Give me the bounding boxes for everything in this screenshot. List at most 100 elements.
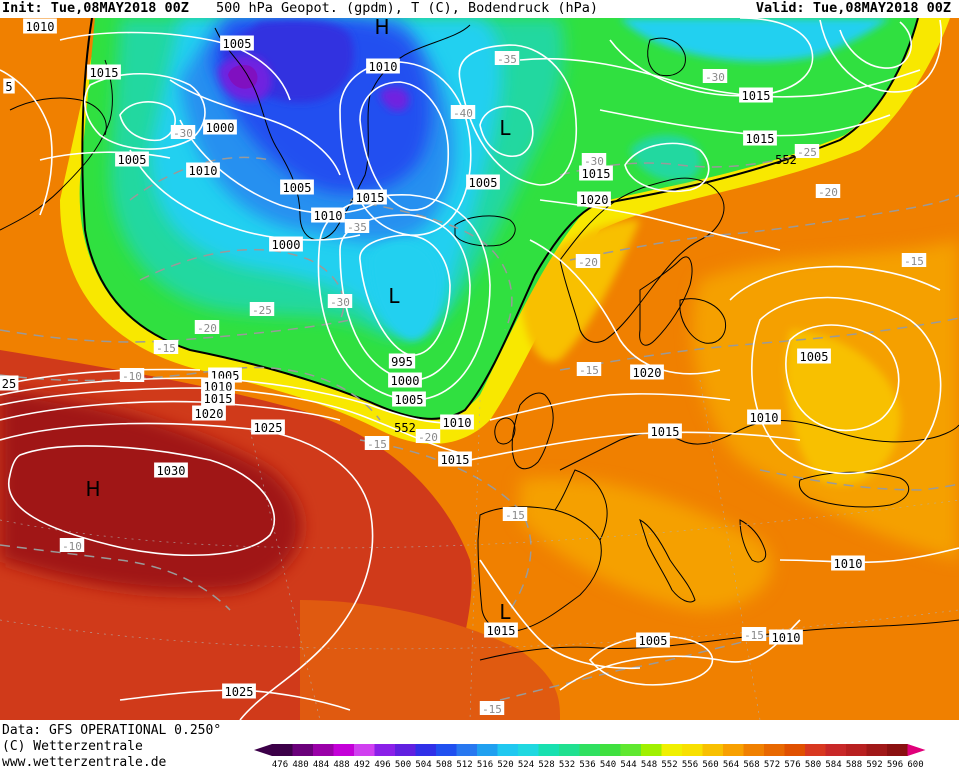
colorbar-cell-22	[723, 744, 744, 756]
map-label-t2: -30	[702, 69, 728, 84]
field-green-east-low	[630, 134, 702, 182]
isobar-east-top2	[819, 19, 942, 93]
map-label-text-t5: -25	[797, 146, 817, 159]
map-label-text-p26: 1015	[441, 453, 470, 467]
colorbar-label-536: 536	[579, 760, 595, 770]
colorbar-label-528: 528	[538, 760, 554, 770]
map-label-p24: 1025	[251, 419, 285, 435]
map-label-p30: 1010	[747, 409, 781, 425]
map-label-t18: -15	[576, 362, 602, 377]
colorbar-cell-26	[805, 744, 826, 756]
map-label-p35: 1010	[769, 629, 803, 645]
map-label-text-t8: -20	[818, 186, 838, 199]
field-orange-red-south	[300, 600, 560, 720]
pressure-center-c4: H	[85, 477, 100, 501]
graticule-lat-2	[0, 609, 959, 650]
map-label-text-t14: -20	[578, 256, 598, 269]
isotherm-west-2	[0, 319, 351, 343]
geopot-552-line	[81, 18, 919, 420]
map-label-t12: -15	[153, 340, 179, 355]
map-label-p9: 1005	[280, 179, 314, 195]
colorbar-cell-29	[866, 744, 888, 756]
label-layer: 1010100510151000100510101010101510051010…	[0, 18, 927, 716]
colorbar-label-532: 532	[559, 760, 575, 770]
isobar-1005-greenland	[39, 151, 171, 161]
map-label-text-p23: 1020	[195, 407, 224, 421]
map-label-p10: 1010	[311, 207, 345, 223]
colorbar-label-476: 476	[272, 760, 288, 770]
map-label-p5: 1005	[115, 151, 149, 167]
colorbar-cell-17	[620, 744, 642, 756]
isobar-europe-1015b	[489, 393, 731, 421]
isobar-east-1030	[609, 18, 814, 97]
map-title: 500 hPa Geopot. (gpdm), T (C), Bodendruc…	[216, 0, 599, 16]
colorbar-cell-2	[313, 744, 334, 756]
map-label-p28: 1015	[648, 423, 682, 439]
colorbar-label-548: 548	[641, 760, 657, 770]
map-label-p23: 1020	[192, 405, 226, 421]
isobar-topleft-1	[84, 73, 206, 150]
map-label-text-p16: 1020	[580, 193, 609, 207]
map-label-p31: 1030	[154, 462, 188, 478]
colorbar-label-480: 480	[292, 760, 308, 770]
colorbar-left-arrow	[254, 744, 272, 756]
colorbar-label-540: 540	[600, 760, 616, 770]
colorbar-cell-21	[702, 744, 724, 756]
map-label-text-t15: -15	[904, 255, 924, 268]
colorbar-cell-9	[456, 744, 478, 756]
colorbar-label-520: 520	[497, 760, 513, 770]
isobar-east-top	[839, 21, 913, 69]
colorbar-cell-3	[333, 744, 355, 756]
map-label-t1: -35	[494, 51, 520, 66]
map-label-p32: 1010	[831, 555, 865, 571]
map-label-text-t17: -15	[367, 438, 387, 451]
graticule-lon-1	[249, 429, 321, 720]
coast-iceland	[454, 215, 516, 247]
map-label-text-p33: 1015	[487, 624, 516, 638]
isotherm-south	[0, 544, 231, 611]
map-label-t14: -20	[575, 254, 601, 269]
map-label-p6: 1010	[186, 162, 220, 178]
map-label-p25: 1010	[440, 414, 474, 430]
data-source: Data: GFS OPERATIONAL 0.250°	[2, 723, 222, 738]
map-label-text-e2: 25	[2, 377, 16, 391]
colorbar-label-564: 564	[723, 760, 739, 770]
map-footer: Data: GFS OPERATIONAL 0.250° (C) Wetterz…	[0, 720, 959, 770]
map-label-text-t20: -15	[505, 509, 525, 522]
map-label-text-p3: 1015	[90, 66, 119, 80]
map-label-text-t3: -30	[173, 127, 193, 140]
map-label-p18: 1000	[388, 372, 422, 388]
map-label-text-p19: 1005	[395, 393, 424, 407]
coast-svalbard	[647, 37, 686, 77]
colorbar-label-580: 580	[805, 760, 821, 770]
map-label-t11: -20	[194, 320, 220, 335]
map-label-text-t12: -15	[156, 342, 176, 355]
isobar-north-ring	[458, 44, 578, 186]
map-label-text-t2: -30	[705, 71, 725, 84]
map-label-text-p10: 1010	[314, 209, 343, 223]
map-label-text-p32: 1010	[834, 557, 863, 571]
map-label-p34: 1005	[636, 632, 670, 648]
isobar-1030	[7, 445, 276, 557]
colorbar-cell-10	[477, 744, 498, 756]
map-label-text-p11: 1000	[272, 238, 301, 252]
map-label-text-p1: 1010	[26, 20, 55, 34]
map-label-p26: 1015	[438, 451, 472, 467]
map-label-p16: 1020	[577, 191, 611, 207]
colorbar-label-576: 576	[784, 760, 800, 770]
graticule-lon-2	[469, 399, 481, 720]
colorbar-cell-4	[354, 744, 375, 756]
map-label-p19: 1005	[392, 391, 426, 407]
colorbar-cell-28	[846, 744, 867, 756]
field-violet-second	[380, 87, 409, 112]
colorbar-right-arrow	[907, 744, 926, 756]
init-time: Init: Tue,08MAY2018 00Z	[2, 0, 189, 16]
isobar-north-L	[479, 105, 534, 157]
isotherm-west-1	[0, 366, 381, 421]
colorbar-label-484: 484	[313, 760, 329, 770]
map-label-p8: 1015	[739, 87, 773, 103]
map-label-p12: 1015	[353, 189, 387, 205]
isotherm-mid-1	[359, 439, 532, 611]
map-label-p27: 1020	[630, 364, 664, 380]
isotherm-east-4	[759, 469, 959, 491]
